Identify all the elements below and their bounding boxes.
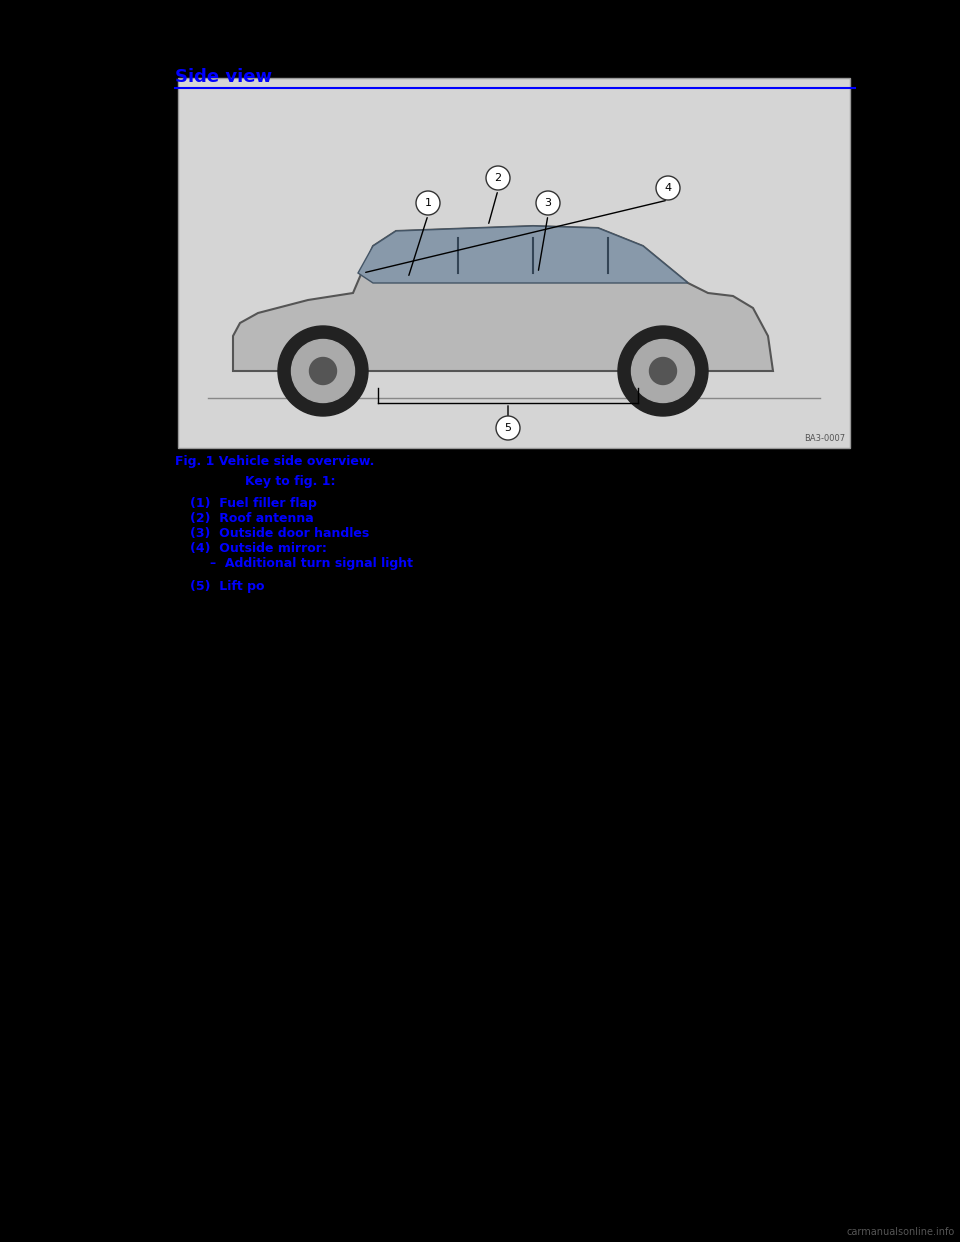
Circle shape bbox=[536, 191, 560, 215]
Text: carmanualsonline.info: carmanualsonline.info bbox=[847, 1227, 955, 1237]
Circle shape bbox=[416, 191, 440, 215]
Circle shape bbox=[632, 339, 694, 402]
Bar bbox=[178, 78, 850, 448]
Text: Fig. 1 Vehicle side overview.: Fig. 1 Vehicle side overview. bbox=[175, 455, 374, 468]
Text: Side view: Side view bbox=[175, 68, 272, 86]
Text: 4: 4 bbox=[664, 183, 672, 193]
Text: (1)  Fuel filler flap: (1) Fuel filler flap bbox=[190, 497, 317, 510]
Circle shape bbox=[486, 166, 510, 190]
Circle shape bbox=[292, 339, 354, 402]
Text: 5: 5 bbox=[505, 424, 512, 433]
Circle shape bbox=[309, 358, 337, 385]
Text: (3)  Outside door handles: (3) Outside door handles bbox=[190, 527, 370, 540]
Circle shape bbox=[496, 416, 520, 440]
Polygon shape bbox=[233, 226, 773, 371]
Text: 3: 3 bbox=[544, 197, 551, 207]
Text: (5)  Lift po: (5) Lift po bbox=[190, 580, 265, 592]
Text: 1: 1 bbox=[424, 197, 431, 207]
Circle shape bbox=[656, 176, 680, 200]
Text: (4)  Outside mirror:: (4) Outside mirror: bbox=[190, 542, 326, 555]
Text: –  Additional turn signal light: – Additional turn signal light bbox=[210, 556, 413, 570]
Polygon shape bbox=[358, 226, 688, 283]
Text: Key to fig. 1:: Key to fig. 1: bbox=[245, 474, 335, 488]
Text: 2: 2 bbox=[494, 173, 501, 183]
Circle shape bbox=[650, 358, 677, 385]
Circle shape bbox=[278, 325, 368, 416]
Circle shape bbox=[618, 325, 708, 416]
Text: BA3-0007: BA3-0007 bbox=[804, 433, 845, 443]
Text: (2)  Roof antenna: (2) Roof antenna bbox=[190, 512, 314, 525]
